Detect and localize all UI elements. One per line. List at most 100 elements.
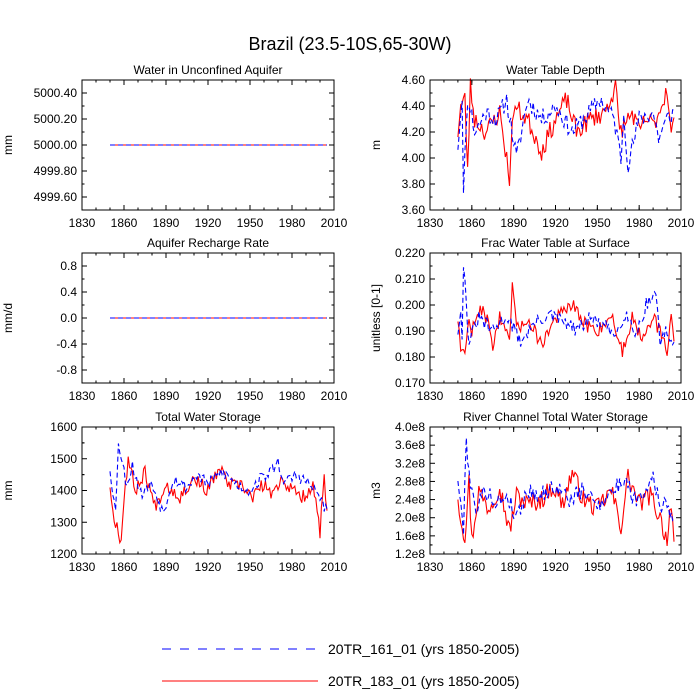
x-tick-label: 1980 [279,560,306,574]
y-axis-label: m [369,140,383,150]
x-tick-label: 1980 [626,216,653,230]
x-tick-label: 1830 [69,216,96,230]
x-tick-label: 1950 [584,216,611,230]
legend-item: 20TR_161_01 (yrs 1850-2005) [162,641,519,657]
x-tick-label: 1980 [279,389,306,403]
series-line-20TR_183_01 [457,282,675,358]
y-tick-label: 0.200 [395,298,425,312]
x-tick-label: 1980 [279,216,306,230]
y-tick-label: 1400 [50,484,77,498]
y-tick-label: 0.180 [395,350,425,364]
x-tick-label: 1860 [458,560,485,574]
x-tick-label: 1950 [237,216,264,230]
x-tick-label: 1920 [195,216,222,230]
x-tick-label: 1920 [195,560,222,574]
y-axis-label: mm [1,135,15,155]
panel-title: Water in Unconfined Aquifer [134,63,283,77]
y-tick-label: 0.4 [60,285,77,299]
x-tick-label: 1860 [111,216,138,230]
panel-4: Frac Water Table at Surface unitless [0-1… [369,236,695,403]
plot-frame [81,426,335,555]
x-tick-label: 2010 [321,216,348,230]
x-tick-label: 1830 [417,560,444,574]
y-tick-label: 1.2e8 [395,547,425,561]
legend-label: 20TR_183_01 (yrs 1850-2005) [328,673,519,689]
x-tick-label: 1890 [500,216,527,230]
y-tick-label: 4.20 [402,125,426,139]
x-tick-label: 1920 [542,560,569,574]
x-tick-label: 1890 [153,560,180,574]
figure-title: Brazil (23.5-10S,65-30W) [248,34,451,54]
y-tick-label: 0.220 [395,246,425,260]
x-tick-label: 1890 [500,560,527,574]
x-tick-label: 2010 [321,560,348,574]
y-tick-label: 0.0 [60,311,77,325]
x-tick-label: 1980 [626,389,653,403]
y-tick-label: 4.60 [402,73,426,87]
x-tick-label: 2010 [668,389,695,403]
legend-item: 20TR_183_01 (yrs 1850-2005) [162,673,519,689]
y-tick-label: -0.4 [56,337,77,351]
y-tick-label: 2.0e8 [395,511,425,525]
x-tick-label: 1950 [237,560,264,574]
y-tick-label: 0.190 [395,324,425,338]
x-tick-label: 1830 [417,389,444,403]
y-tick-label: 4999.60 [34,190,78,204]
y-tick-label: 1600 [50,420,77,434]
x-tick-label: 1920 [542,216,569,230]
panel-5: Total Water Storage mm 1830 1860 1890 1920 195… [1,410,348,574]
x-tick-label: 2010 [668,216,695,230]
x-tick-label: 1950 [584,389,611,403]
x-tick-label: 1860 [111,560,138,574]
plot-frame [429,252,682,384]
y-tick-label: 0.8 [60,259,77,273]
y-tick-label: 4.40 [402,99,426,113]
y-tick-label: 0.210 [395,272,425,286]
y-tick-label: 3.80 [402,177,426,191]
panel-title: Frac Water Table at Surface [481,236,630,250]
panel-3: Aquifer Recharge Rate mm/d 1830 1860 1890 192… [1,236,348,403]
y-tick-label: 4.0e8 [395,420,425,434]
y-tick-label: 1300 [50,515,77,529]
panel-2: Water Table Depth m 1830 1860 1890 1920 1950 19… [369,63,695,230]
x-tick-label: 1920 [542,389,569,403]
series-line-20TR_183_01 [109,456,328,545]
x-tick-label: 1950 [237,389,264,403]
y-tick-label: 4999.80 [34,164,78,178]
panel-title: Total Water Storage [155,410,261,424]
x-tick-label: 1980 [626,560,653,574]
y-tick-label: 5000.20 [34,112,78,126]
x-tick-label: 1950 [584,560,611,574]
y-tick-label: 5000.40 [34,86,78,100]
y-tick-label: 4.00 [402,151,426,165]
x-tick-label: 2010 [668,560,695,574]
y-tick-label: 1.6e8 [395,529,425,543]
series-line-20TR_161_01 [457,94,675,194]
x-tick-label: 1890 [153,216,180,230]
panel-title: Water Table Depth [506,63,605,77]
x-tick-label: 1860 [458,389,485,403]
y-tick-label: -0.8 [56,363,77,377]
y-tick-label: 3.60 [402,203,426,217]
series-line-20TR_161_01 [457,437,675,535]
plot-frame [81,79,335,211]
y-axis-label: mm/d [1,303,15,333]
legend: 20TR_161_01 (yrs 1850-2005) 20TR_183_01 (… [162,641,519,689]
y-tick-label: 2.8e8 [395,474,425,488]
series-line-20TR_183_01 [457,468,675,547]
x-tick-label: 1830 [417,216,444,230]
series-line-20TR_161_01 [109,443,328,513]
y-tick-label: 3.2e8 [395,456,425,470]
y-tick-label: 1500 [50,452,77,466]
plot-frame [81,252,335,384]
x-tick-label: 1830 [69,389,96,403]
panel-title: River Channel Total Water Storage [463,410,648,424]
y-tick-label: 0.170 [395,376,425,390]
x-tick-label: 1860 [458,216,485,230]
y-axis-label: m3 [369,482,383,499]
legend-label: 20TR_161_01 (yrs 1850-2005) [328,641,519,657]
y-tick-label: 3.6e8 [395,438,425,452]
x-tick-label: 1890 [500,389,527,403]
x-tick-label: 1920 [195,389,222,403]
